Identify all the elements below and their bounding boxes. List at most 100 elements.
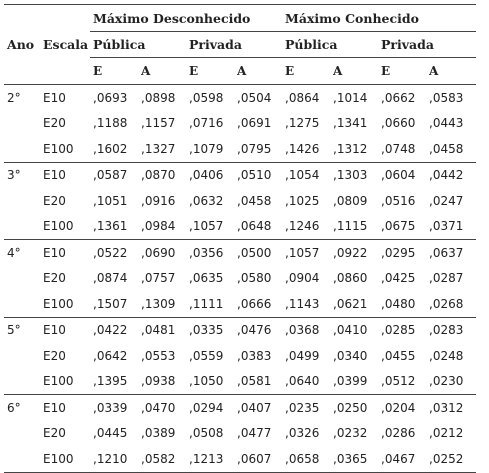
header-e: E (90, 57, 138, 85)
table-header: Ano Escala Máximo Desconhecido Máximo Co… (4, 4, 477, 85)
cell-value: ,1246 (285, 219, 320, 234)
cell-ano (4, 111, 40, 137)
cell-value: ,0553 (141, 348, 176, 363)
cell-ano: 5° (4, 316, 40, 343)
header-a: A (426, 57, 477, 85)
cell-ano (4, 136, 40, 162)
cell-ano: 2° (7, 90, 21, 105)
cell-value: ,1079 (189, 141, 224, 156)
cell-value: ,0480 (381, 296, 416, 311)
cell-value: ,0499 (285, 348, 320, 363)
cell-value: ,0476 (234, 316, 283, 343)
header-e: E (378, 57, 427, 85)
cell-value: ,0407 (234, 394, 283, 421)
header-row-subgroups: Pública Privada Pública Privada (4, 31, 477, 58)
cell-ano (4, 343, 40, 369)
cell-value: ,0898 (141, 90, 176, 105)
cell-value: ,0248 (429, 348, 464, 363)
cell-value: ,1275 (285, 116, 320, 131)
cell-value: ,0312 (426, 394, 477, 421)
cell-value: ,1111 (189, 296, 224, 311)
table-row: E20 ,1188 ,1157 ,0716 ,0691 ,1275 ,1341 ,0660 ,0… (4, 111, 476, 137)
cell-value: ,0399 (333, 374, 368, 389)
cell-value: ,0294 (186, 394, 234, 421)
table-row: E100,1210,0582,1213,0607,0658,0365,0467,… (4, 446, 477, 473)
cell-value: ,0467 (378, 446, 427, 473)
cell-value: ,1050 (189, 374, 224, 389)
header-publica-known: Pública (282, 31, 379, 58)
header-e: E (282, 57, 331, 85)
cell-value: ,0587 (90, 161, 138, 188)
cell-value: ,0268 (429, 296, 464, 311)
cell-value: ,1051 (93, 193, 128, 208)
cell-escala: E20 (43, 193, 66, 208)
cell-value: ,1395 (93, 374, 128, 389)
cell-value: ,0559 (189, 348, 224, 363)
cell-value: ,0580 (237, 271, 272, 286)
cell-escala: E20 (43, 348, 66, 363)
cell-value: ,1602 (93, 141, 128, 156)
table-row: 3° E10,0587,0870,0406,0510,1054,1303,0604… (4, 161, 477, 188)
table-row: 4° E10,0522,0690,0356,0500,1057,0922,0295… (4, 239, 477, 266)
cell-value: ,0598 (189, 90, 224, 105)
cell-value: ,0477 (237, 426, 272, 441)
cell-value: ,0285 (378, 316, 427, 343)
cell-value: ,0250 (330, 394, 379, 421)
cell-escala: E20 (43, 426, 66, 441)
cell-value: ,0640 (285, 374, 320, 389)
cell-value: ,0637 (426, 239, 477, 266)
cell-value: ,0287 (429, 271, 464, 286)
cell-value: ,1057 (189, 219, 224, 234)
results-table: Ano Escala Máximo Desconhecido Máximo Co… (4, 4, 477, 473)
table-row: E100 ,1395 ,0938 ,1050 ,0581 ,0640 ,0399 ,0512,… (4, 369, 476, 395)
cell-value: ,0470 (138, 394, 186, 421)
cell-value: ,1312 (333, 141, 368, 156)
cell-value: ,0691 (237, 116, 272, 131)
cell-ano (4, 421, 40, 447)
table-row: E20 ,0874 ,0757 ,0635 ,0580 ,0904 ,0860 ,0425 ,0… (4, 266, 476, 292)
header-maximo-desconhecido: Máximo Desconhecido (90, 4, 283, 32)
cell-value: ,0582 (138, 446, 186, 473)
cell-escala: E10 (40, 239, 90, 266)
cell-value: ,0922 (330, 239, 379, 266)
cell-escala: E10 (40, 394, 90, 421)
cell-value: ,0510 (234, 161, 283, 188)
table-row: E100 ,1361 ,0984 ,1057 ,0648 ,1246 ,1115 ,0675,… (4, 214, 476, 240)
cell-value: ,0658 (282, 446, 331, 473)
cell-value: ,0442 (426, 161, 477, 188)
cell-value: ,0232 (333, 426, 368, 441)
cell-value: ,0458 (237, 193, 272, 208)
cell-value: ,1054 (282, 161, 331, 188)
table-row: E100 ,1507 ,1309 ,1111 ,0666 ,1143 ,0621 ,0480,… (4, 291, 476, 317)
cell-escala: E10 (40, 161, 90, 188)
cell-escala: E100 (40, 446, 90, 473)
cell-value: ,0235 (282, 394, 331, 421)
cell-value: ,0916 (141, 193, 176, 208)
table-body: 2° E10 ,0693 ,0898 ,0598 ,0504 ,0864 ,1014 ,0662… (4, 85, 477, 473)
cell-value: ,1426 (285, 141, 320, 156)
cell-value: ,0326 (285, 426, 320, 441)
cell-value: ,1188 (93, 116, 128, 131)
cell-value: ,1213 (186, 446, 234, 473)
cell-value: ,0690 (138, 239, 186, 266)
cell-value: ,0455 (381, 348, 416, 363)
cell-escala: E20 (43, 116, 66, 131)
header-e: E (186, 57, 234, 85)
header-row-groups: Ano Escala Máximo Desconhecido Máximo Co… (4, 4, 477, 85)
header-a: A (234, 57, 283, 85)
cell-value: ,0607 (234, 446, 283, 473)
cell-value: ,0212 (429, 426, 464, 441)
cell-value: ,1014 (333, 90, 368, 105)
cell-value: ,0500 (234, 239, 283, 266)
cell-value: ,1303 (330, 161, 379, 188)
cell-value: ,0335 (186, 316, 234, 343)
cell-value: ,0748 (381, 141, 416, 156)
cell-value: ,0425 (381, 271, 416, 286)
cell-value: ,0422 (90, 316, 138, 343)
cell-value: ,0648 (237, 219, 272, 234)
cell-value: ,0339 (90, 394, 138, 421)
cell-value: ,0666 (237, 296, 272, 311)
cell-value: ,1327 (141, 141, 176, 156)
cell-value: ,1361 (93, 219, 128, 234)
cell-ano (4, 214, 40, 240)
